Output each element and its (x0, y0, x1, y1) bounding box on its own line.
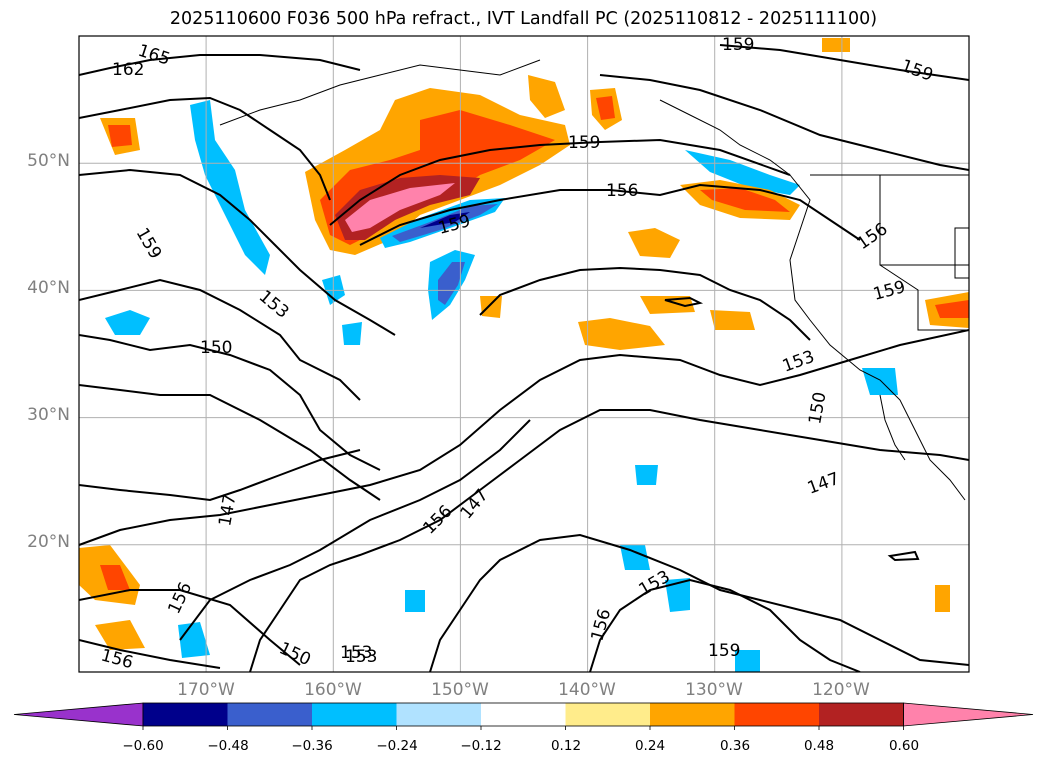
contour-label: 150 (200, 338, 232, 358)
negative-anomaly (685, 150, 800, 195)
contour-label: 162 (112, 60, 144, 80)
contour-label: 147 (457, 485, 493, 523)
graticule (79, 36, 969, 672)
colorbar-tick-label: 0.60 (888, 738, 920, 754)
contour-label: 153 (340, 643, 372, 663)
positive-anomaly (935, 585, 950, 612)
positive-anomaly (935, 300, 969, 318)
contour-label: 147 (805, 469, 842, 499)
colorbar-tick-label: −0.60 (122, 738, 164, 754)
positive-anomaly (480, 296, 502, 318)
negative-anomaly (665, 578, 690, 612)
contour-label: 159 (708, 641, 740, 661)
negative-anomaly (635, 465, 658, 485)
colorbar (13, 702, 1034, 730)
positive-anomaly (578, 318, 665, 350)
positive-anomaly (628, 228, 680, 258)
negative-anomaly (438, 262, 465, 305)
contour-label: 156 (419, 501, 456, 538)
negative-anomaly (105, 310, 150, 335)
colorbar-extension-low (13, 702, 144, 727)
contour-label: 147 (215, 492, 240, 527)
colorbar-tick-label: 0.48 (803, 738, 835, 754)
colorbar-segment (565, 703, 651, 726)
lon-label: 150°W (431, 680, 489, 700)
colorbar-tick-label: −0.36 (291, 738, 333, 754)
colorbar-frame (142, 702, 904, 727)
positive-anomaly (345, 183, 455, 232)
positive-anomaly (710, 310, 755, 330)
colorbar-tick-label: −0.12 (460, 738, 502, 754)
positive-anomaly (822, 38, 850, 52)
positive-anomaly (640, 296, 695, 314)
positive-anomaly (528, 75, 565, 118)
colorbar-tick-label: 0.24 (634, 738, 666, 754)
lat-label: 40°N (27, 278, 70, 298)
colorbar-tick-label: 0.12 (550, 738, 582, 754)
negative-anomaly (620, 545, 650, 570)
contour-label: 159 (722, 35, 754, 55)
negative-anomaly (420, 212, 470, 228)
colorbar-segment (143, 703, 228, 726)
lon-label: 160°W (304, 680, 362, 700)
coastlines (219, 59, 969, 501)
height-contours (79, 44, 969, 672)
contour-label: 156 (164, 579, 196, 617)
negative-anomaly (178, 622, 210, 658)
colorbar-segment (650, 703, 735, 726)
colorbar-segment (396, 703, 482, 726)
negative-anomaly (342, 322, 362, 345)
contour-label: 156 (853, 219, 891, 254)
colorbar-segment (312, 703, 397, 726)
positive-anomaly (108, 125, 132, 147)
colorbar-segment (734, 703, 820, 726)
positive-anomaly (95, 620, 145, 650)
colorbar-extension-high (903, 702, 1034, 727)
negative-anomaly (405, 590, 425, 612)
map-title: 2025110600 F036 500 hPa refract., IVT La… (169, 9, 878, 29)
contour-label: 159 (898, 56, 935, 86)
negative-anomaly (735, 650, 760, 672)
lon-label: 170°W (177, 680, 235, 700)
contour-label: 159 (568, 133, 600, 153)
contour-label: 156 (606, 181, 638, 201)
colorbar-segment (819, 703, 904, 726)
colorbar-tick-label: 0.36 (719, 738, 751, 754)
positive-anomaly (700, 188, 790, 212)
contour-label: 153 (255, 287, 293, 323)
negative-anomaly (190, 100, 270, 275)
contour-label: 159 (871, 277, 908, 305)
lat-label: 50°N (27, 151, 70, 171)
contour-label: 150 (276, 638, 314, 670)
lon-label: 120°W (812, 680, 870, 700)
contour-label: 153 (345, 647, 377, 667)
lon-label: 130°W (685, 680, 743, 700)
lat-label: 30°N (27, 405, 70, 425)
contour-label: 156 (99, 646, 136, 674)
positive-anomaly (596, 96, 615, 120)
colorbar-segment (481, 703, 566, 726)
lon-label: 140°W (558, 680, 616, 700)
colorbar-tick-label: −0.24 (376, 738, 418, 754)
positive-anomaly (100, 565, 130, 590)
contour-label: 150 (805, 390, 830, 425)
negative-anomaly (862, 368, 898, 395)
colorbar-tick-label: −0.48 (207, 738, 249, 754)
contour-label: 159 (132, 225, 166, 263)
refractivity-shading (79, 38, 969, 672)
contour-label: 156 (588, 607, 616, 644)
map-frame (78, 35, 970, 673)
colorbar-segment (227, 703, 313, 726)
lat-label: 20°N (27, 532, 70, 552)
